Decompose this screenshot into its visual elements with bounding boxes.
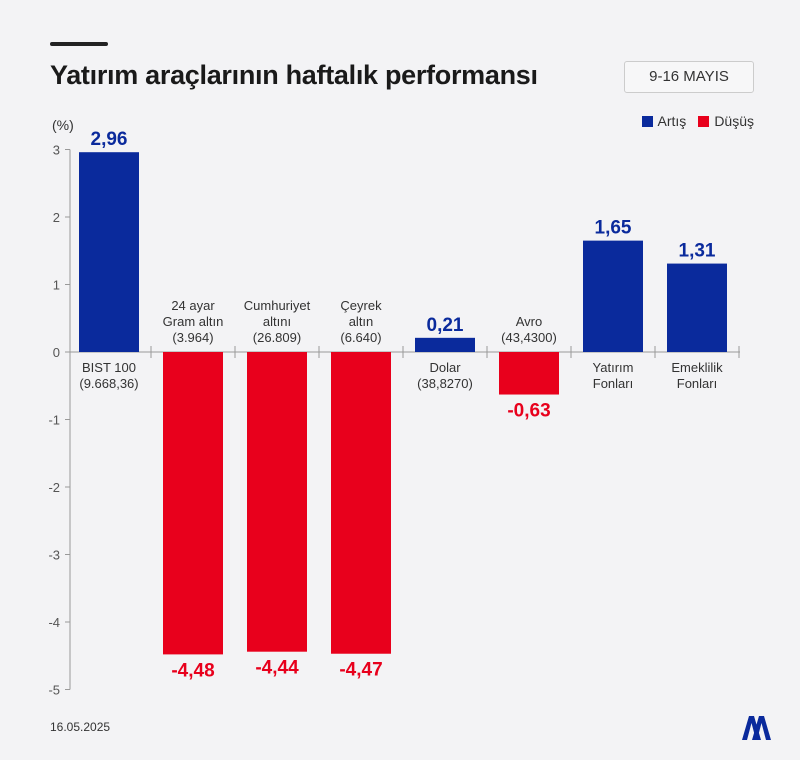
value-label: 1,65: [595, 218, 632, 239]
value-label: -0,63: [507, 401, 550, 422]
y-tick-label: -3: [48, 548, 60, 563]
y-tick-label: 2: [53, 210, 60, 225]
y-tick-label: -1: [48, 413, 60, 428]
y-tick-label: -2: [48, 480, 60, 495]
category-label: Dolar: [429, 360, 461, 375]
category-label: (38,8270): [417, 376, 473, 391]
legend: Artış Düşüş: [641, 113, 754, 129]
bar: [667, 263, 727, 352]
category-label: 24 ayar: [171, 298, 215, 313]
y-axis-unit: (%): [52, 117, 74, 133]
bar: [499, 352, 559, 395]
category-label: BIST 100: [82, 360, 136, 375]
legend-item-decrease: Düşüş: [698, 113, 754, 129]
bar: [79, 152, 139, 352]
value-label: 0,21: [427, 315, 464, 336]
bar: [583, 240, 643, 352]
category-label: Fonları: [593, 376, 633, 391]
date-range-badge: 9-16 MAYIS: [624, 61, 754, 93]
legend-item-increase: Artış: [641, 113, 686, 129]
value-label: 2,96: [91, 129, 128, 150]
bar: [163, 352, 223, 655]
category-label: (9.668,36): [79, 376, 138, 391]
aa-logo-icon: [740, 712, 772, 747]
value-label: -4,48: [171, 660, 214, 681]
y-tick-label: 3: [53, 143, 60, 158]
y-tick-label: -4: [48, 615, 60, 630]
chart-title: Yatırım araçlarının haftalık performansı: [50, 60, 538, 90]
bar: [415, 337, 475, 352]
category-label: (43,4300): [501, 330, 557, 345]
category-label: Yatırım: [593, 360, 634, 375]
y-tick-label: 1: [53, 278, 60, 293]
category-label: Cumhuriyet: [244, 298, 311, 313]
value-label: 1,31: [679, 241, 716, 262]
y-tick-label: -5: [48, 683, 60, 698]
title-accent-bar: [50, 42, 108, 46]
category-label: (6.640): [340, 330, 381, 345]
value-label: -4,44: [255, 658, 299, 679]
category-label: altın: [349, 314, 374, 329]
category-label: (3.964): [172, 330, 213, 345]
category-label: Çeyrek: [340, 298, 382, 313]
category-label: altını: [263, 314, 291, 329]
footer-date: 16.05.2025: [50, 720, 111, 734]
value-label: -4,47: [339, 660, 382, 681]
category-label: Emeklilik: [671, 360, 723, 375]
category-label: (26.809): [253, 330, 301, 345]
category-label: Fonları: [677, 376, 717, 391]
y-tick-label: 0: [53, 345, 60, 360]
bar: [331, 352, 391, 654]
category-label: Gram altın: [163, 314, 224, 329]
bar: [247, 352, 307, 652]
category-label: Avro: [516, 314, 543, 329]
